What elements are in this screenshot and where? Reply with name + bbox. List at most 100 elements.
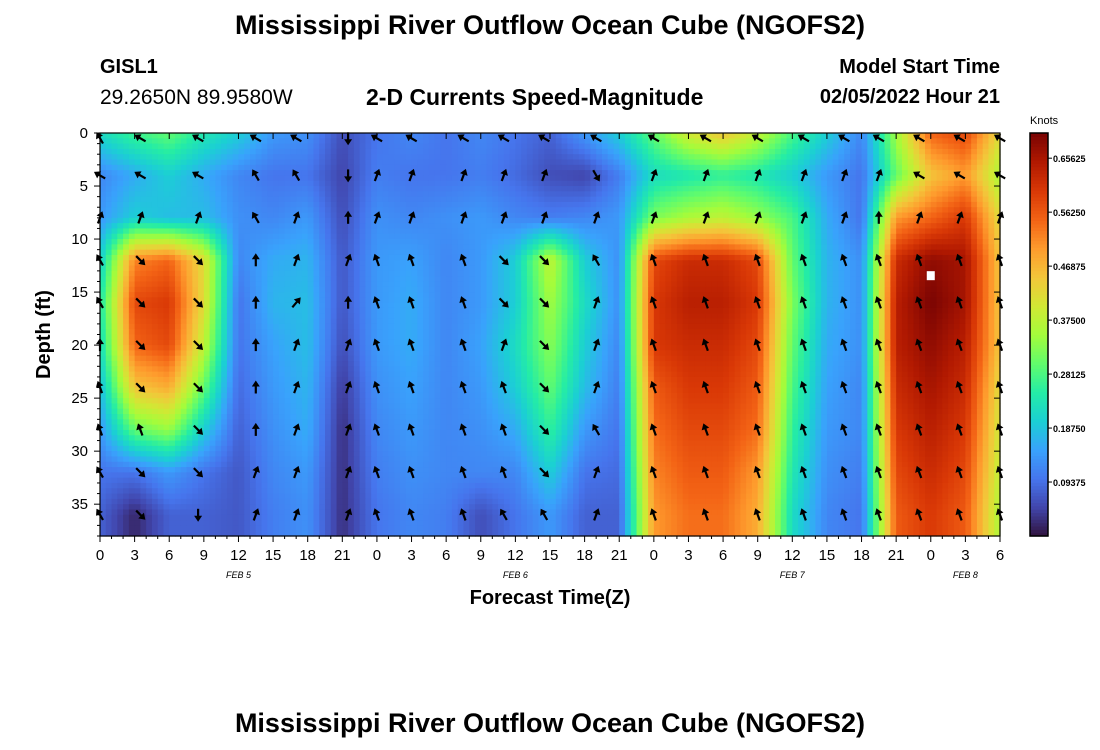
heat-cell bbox=[284, 186, 291, 192]
heat-cell bbox=[786, 170, 793, 177]
heat-cell bbox=[682, 249, 690, 256]
heat-cell bbox=[307, 217, 315, 224]
heat-cell bbox=[855, 180, 863, 187]
heat-cell bbox=[446, 217, 453, 224]
heat-cell bbox=[151, 191, 159, 198]
heat-cell bbox=[353, 281, 361, 288]
heat-cell bbox=[982, 233, 990, 240]
heat-cell bbox=[515, 254, 522, 261]
heat-cell bbox=[913, 233, 920, 240]
heat-cell bbox=[198, 148, 205, 155]
heat-cell bbox=[475, 133, 482, 139]
heat-cell bbox=[175, 254, 182, 261]
heat-cell bbox=[192, 292, 199, 298]
heat-cell bbox=[959, 143, 966, 150]
heat-cell bbox=[503, 154, 511, 161]
heat-cell bbox=[959, 217, 966, 224]
heat-cell bbox=[532, 244, 540, 251]
heat-cell bbox=[769, 186, 776, 192]
heat-cell bbox=[290, 180, 297, 187]
heat-cell bbox=[313, 186, 320, 192]
heat-cell bbox=[861, 276, 868, 283]
heat-cell bbox=[550, 265, 557, 272]
heat-cell bbox=[653, 164, 661, 171]
heat-cell bbox=[296, 175, 303, 182]
heat-cell bbox=[734, 180, 741, 187]
heat-cell bbox=[567, 281, 574, 288]
heat-cell bbox=[405, 249, 413, 256]
heat-cell bbox=[203, 254, 211, 261]
heat-cell bbox=[751, 265, 759, 272]
heat-cell bbox=[948, 201, 955, 208]
heat-cell bbox=[180, 201, 188, 208]
heat-cell bbox=[348, 233, 355, 240]
heat-cell bbox=[440, 244, 447, 251]
heat-cell bbox=[244, 148, 251, 155]
heat-cell bbox=[757, 148, 765, 155]
heat-cell bbox=[757, 164, 765, 171]
heat-cell bbox=[232, 154, 240, 161]
heat-cell bbox=[226, 244, 234, 251]
heat-cell bbox=[878, 212, 886, 219]
heat-cell bbox=[850, 143, 857, 150]
heat-cell bbox=[665, 138, 672, 145]
heat-cell bbox=[676, 276, 684, 283]
heat-cell bbox=[919, 233, 926, 240]
heat-cell bbox=[111, 196, 118, 203]
heat-cell bbox=[965, 201, 972, 208]
heat-cell bbox=[348, 286, 355, 293]
heat-cell bbox=[971, 207, 978, 214]
heat-cell bbox=[601, 207, 609, 214]
heat-cell bbox=[925, 148, 932, 155]
heat-cell bbox=[555, 164, 563, 171]
heat-cell bbox=[203, 143, 211, 150]
heat-cell bbox=[867, 254, 874, 261]
heat-cell bbox=[146, 239, 153, 245]
heat-cell bbox=[203, 239, 211, 245]
heat-cell bbox=[682, 233, 690, 240]
heat-cell bbox=[492, 228, 499, 235]
heat-cell bbox=[953, 260, 961, 267]
heat-cell bbox=[440, 239, 447, 245]
heat-cell bbox=[307, 186, 315, 192]
heat-cell bbox=[953, 148, 961, 155]
heat-cell bbox=[388, 143, 395, 150]
heat-cell bbox=[526, 180, 534, 187]
heat-cell bbox=[238, 175, 245, 182]
heat-cell bbox=[469, 191, 476, 198]
heat-cell bbox=[590, 207, 597, 214]
heat-cell bbox=[446, 276, 453, 283]
heat-cell bbox=[740, 196, 747, 203]
heat-cell bbox=[325, 170, 332, 177]
heat-cell bbox=[273, 148, 280, 155]
heat-cell bbox=[878, 239, 886, 245]
heat-cell bbox=[492, 154, 499, 161]
heat-cell bbox=[636, 297, 643, 304]
heat-cell bbox=[319, 212, 326, 219]
heat-cell bbox=[255, 133, 263, 139]
heat-cell bbox=[976, 159, 984, 166]
heat-cell bbox=[388, 228, 395, 235]
heat-cell bbox=[971, 297, 978, 304]
heat-cell bbox=[850, 244, 857, 251]
heat-cell bbox=[723, 270, 730, 277]
heat-cell bbox=[907, 276, 915, 283]
heat-cell bbox=[613, 260, 620, 267]
heat-cell bbox=[942, 133, 949, 139]
heat-cell bbox=[290, 159, 297, 166]
heat-cell bbox=[711, 276, 718, 283]
heat-cell bbox=[244, 212, 251, 219]
heat-cell bbox=[451, 133, 459, 139]
heat-cell bbox=[394, 297, 401, 304]
heat-cell bbox=[203, 180, 211, 187]
heat-cell bbox=[861, 223, 868, 230]
heat-cell bbox=[619, 207, 626, 214]
heat-cell bbox=[746, 233, 753, 240]
heat-cell bbox=[561, 254, 568, 261]
heat-cell bbox=[982, 228, 990, 235]
heat-cell bbox=[607, 286, 615, 293]
heat-cell bbox=[296, 201, 303, 208]
heat-cell bbox=[775, 148, 782, 155]
heat-cell bbox=[301, 191, 309, 198]
heat-cell bbox=[428, 201, 436, 208]
